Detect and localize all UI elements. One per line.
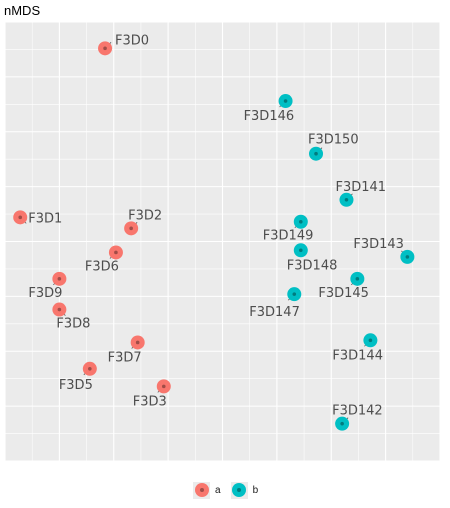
data-point-center	[292, 292, 297, 296]
legend: a b	[193, 479, 268, 501]
data-point	[156, 379, 171, 394]
point-label: F3D5	[59, 378, 93, 393]
data-point	[293, 214, 308, 229]
point-label: F3D0	[115, 33, 149, 48]
data-point	[309, 146, 324, 161]
data-point-center	[340, 421, 344, 426]
legend-item-a: a	[193, 481, 221, 499]
point-label: F3D2	[128, 208, 162, 223]
data-points	[13, 41, 415, 431]
point-label: F3D1	[28, 211, 62, 226]
legend-label-a: a	[215, 484, 221, 496]
chart-title: nMDS	[4, 3, 41, 18]
data-point	[400, 249, 415, 264]
legend-swatch	[194, 483, 209, 497]
data-point-center	[405, 255, 410, 259]
point-label: F3D143	[353, 237, 404, 252]
data-point-center	[18, 215, 23, 220]
data-point-center	[88, 367, 92, 371]
legend-item-b: b	[230, 481, 259, 499]
data-point-center	[344, 197, 349, 202]
data-point	[350, 271, 365, 286]
data-point-center	[314, 151, 318, 156]
data-point-center	[368, 338, 373, 343]
data-point-center	[355, 277, 360, 281]
point-label: F3D142	[332, 404, 383, 419]
data-point	[293, 243, 308, 258]
data-point	[82, 361, 97, 376]
data-point	[363, 333, 378, 348]
legend-key	[230, 481, 248, 499]
point-labels: F3D0 F3D1 F3D2 F3D6 F3D9 F3D8 F3D7 F3D5 F3D3 F3D1…	[28, 33, 404, 418]
point-label: F3D145	[318, 286, 369, 301]
data-point-center	[161, 384, 166, 389]
data-point-center	[114, 250, 118, 255]
point-label: F3D150	[308, 133, 359, 148]
point-label: F3D141	[335, 180, 386, 195]
legend-label-b: b	[252, 484, 259, 496]
point-label: F3D6	[85, 259, 119, 274]
data-point	[13, 210, 28, 225]
data-point-center	[283, 99, 288, 103]
data-point-center	[129, 226, 133, 231]
point-label: F3D148	[287, 258, 338, 273]
legend-swatch	[232, 483, 247, 497]
data-point	[98, 41, 113, 56]
point-label: F3D8	[56, 317, 90, 332]
legend-key	[193, 481, 210, 499]
data-point	[287, 287, 302, 302]
data-point-center	[135, 340, 140, 345]
point-label: F3D144	[332, 348, 383, 363]
data-point-center	[299, 219, 303, 224]
data-point	[52, 302, 67, 317]
data-point-center	[103, 46, 107, 51]
data-point-center	[57, 277, 62, 281]
data-point	[278, 94, 293, 109]
point-label: F3D149	[263, 229, 314, 244]
point-label: F3D9	[28, 286, 62, 301]
data-point	[52, 271, 67, 286]
point-label: F3D7	[108, 350, 142, 365]
data-point-center	[57, 307, 62, 312]
point-label: F3D3	[133, 394, 167, 409]
data-point	[124, 221, 139, 236]
data-point-center	[299, 248, 303, 253]
data-point	[335, 416, 350, 431]
data-point	[108, 245, 123, 260]
point-label: F3D146	[244, 109, 295, 124]
data-point	[130, 335, 145, 350]
point-label: F3D147	[249, 305, 300, 320]
data-point	[339, 192, 354, 207]
